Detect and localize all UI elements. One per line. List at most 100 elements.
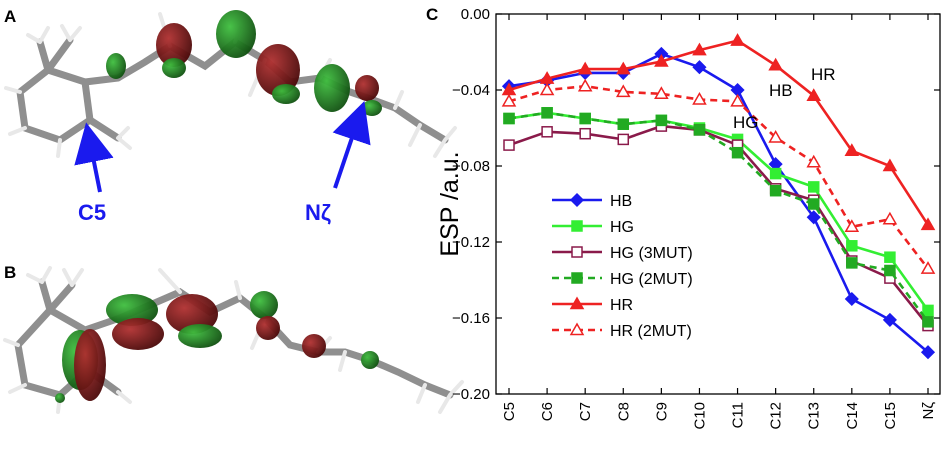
- legend: HB HG HG (3MUT) HG (2MUT) HR HR (2MUT): [552, 192, 693, 340]
- y-tick-label: −0.04: [452, 82, 490, 99]
- panel-b: B: [3, 263, 464, 414]
- series-hb: [501, 46, 936, 360]
- data-point: [769, 184, 782, 197]
- legend-label: HB: [610, 193, 632, 210]
- data-point: [882, 158, 898, 172]
- orbital-lobes-b: [55, 291, 379, 403]
- data-point: [806, 154, 822, 168]
- x-tick-label: C9: [653, 402, 670, 421]
- data-point: [844, 219, 860, 233]
- series-hg: [503, 107, 934, 317]
- series-hg-2mut: [503, 107, 934, 328]
- legend-marker: [571, 246, 583, 258]
- legend-item: HG: [552, 219, 634, 236]
- x-tick-label: C13: [806, 402, 823, 430]
- x-tick-label: C7: [577, 402, 594, 421]
- data-point: [655, 114, 668, 127]
- data-point: [692, 91, 707, 105]
- series-hr: [501, 33, 936, 231]
- data-point: [731, 146, 744, 159]
- data-point: [730, 33, 745, 46]
- series-hr-2mut: [501, 78, 936, 274]
- data-point: [577, 61, 593, 75]
- y-tick-label: −0.16: [452, 310, 490, 327]
- data-point: [769, 167, 782, 180]
- series-annotation: HG: [733, 113, 759, 132]
- nzeta-arrow: [332, 101, 371, 189]
- panel-b-label: B: [4, 263, 16, 282]
- data-point: [922, 316, 934, 328]
- data-point: [617, 118, 630, 130]
- legend-item: HG (2MUT): [552, 271, 693, 288]
- legend-label: HG (2MUT): [610, 271, 693, 288]
- data-point: [503, 139, 515, 151]
- plot-frame: [495, 13, 941, 395]
- data-point: [730, 93, 745, 107]
- series-annotation: HB: [769, 81, 793, 100]
- x-tick-label: C14: [844, 402, 861, 430]
- data-point: [501, 93, 517, 107]
- legend-marker: [569, 322, 585, 336]
- legend-item: HR: [552, 296, 633, 314]
- series-line: [508, 111, 930, 312]
- data-point: [579, 127, 591, 140]
- nzeta-label: Nζ: [305, 200, 331, 225]
- data-point: [920, 345, 936, 360]
- series-line: [508, 39, 930, 226]
- legend-item: HB: [552, 192, 632, 210]
- data-point: [807, 181, 820, 193]
- x-tick-label: C11: [730, 402, 747, 428]
- legend-marker: [571, 220, 583, 232]
- legend-marker: [569, 296, 585, 310]
- x-tick-label: C12: [768, 402, 785, 430]
- data-point: [503, 112, 515, 125]
- x-tick-label: C8: [615, 402, 632, 421]
- data-point: [541, 107, 553, 119]
- data-point: [920, 217, 936, 231]
- panel-a: A C5 Nζ: [4, 7, 457, 225]
- data-point: [882, 211, 898, 225]
- y-tick-label: 0.00: [461, 6, 490, 23]
- legend-label: HR (2MUT): [610, 323, 692, 340]
- data-point: [806, 210, 821, 225]
- y-tick-label: −0.20: [452, 386, 490, 403]
- data-point: [541, 126, 553, 138]
- data-point: [846, 257, 858, 269]
- data-point: [846, 240, 858, 252]
- legend-marker: [571, 272, 583, 284]
- data-point: [920, 261, 936, 274]
- c5-arrow: [74, 122, 114, 193]
- data-point: [806, 88, 822, 101]
- c5-label: C5: [78, 200, 106, 225]
- panel-a-label: A: [4, 7, 16, 26]
- series-line: [508, 111, 930, 323]
- y-tick-label: −0.12: [452, 234, 490, 251]
- data-point: [882, 312, 897, 327]
- data-point: [768, 57, 783, 71]
- x-tick-label: C15: [882, 402, 899, 430]
- data-point: [615, 84, 631, 98]
- legend-item: HR (2MUT): [552, 322, 692, 340]
- x-tick-label: C10: [691, 402, 708, 430]
- data-point: [844, 143, 860, 157]
- data-point: [539, 82, 555, 96]
- x-tick-label: C5: [501, 402, 518, 421]
- data-point: [807, 198, 820, 210]
- panel-c-label: C: [426, 5, 438, 24]
- data-point: [922, 304, 934, 317]
- data-point: [884, 264, 896, 277]
- data-point: [844, 291, 859, 307]
- data-point: [768, 129, 783, 143]
- data-point: [654, 53, 669, 67]
- data-point: [577, 78, 593, 92]
- legend-item: HG (3MUT): [552, 245, 693, 262]
- series-line: [508, 84, 930, 270]
- x-tick-label: Nζ: [920, 402, 937, 420]
- data-point: [617, 133, 630, 146]
- legend-label: HR: [610, 297, 633, 314]
- legend-label: HG: [610, 219, 634, 236]
- x-tick-label: C6: [539, 402, 556, 421]
- legend-marker: [569, 192, 585, 208]
- data-point: [884, 251, 896, 263]
- legend-label: HG (3MUT): [610, 245, 693, 262]
